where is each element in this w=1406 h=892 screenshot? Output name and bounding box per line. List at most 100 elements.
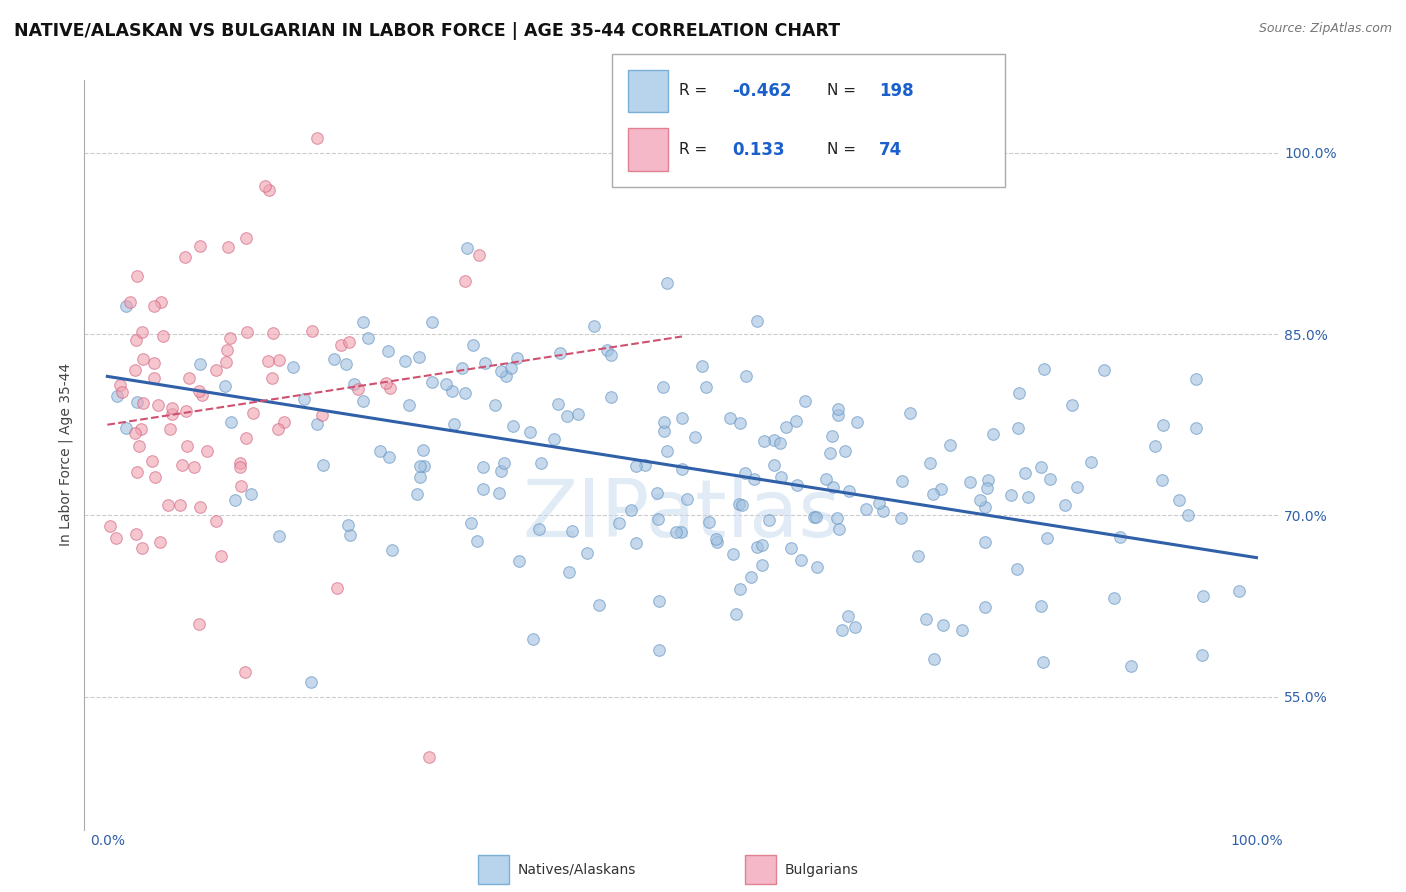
Point	[868, 496, 890, 510]
Point	[111, 384, 134, 399]
Point	[235, 231, 257, 245]
Point	[692, 359, 714, 374]
Point	[420, 315, 443, 329]
Point	[353, 315, 375, 329]
Point	[162, 401, 184, 416]
Point	[406, 487, 429, 501]
Point	[814, 472, 837, 486]
Point	[311, 409, 333, 423]
Point	[127, 269, 149, 284]
Point	[129, 422, 152, 436]
Point	[172, 458, 194, 473]
Point	[648, 642, 671, 657]
Point	[769, 470, 792, 484]
Point	[489, 364, 512, 378]
Point	[557, 566, 579, 580]
Point	[98, 519, 121, 533]
Point	[312, 458, 335, 472]
Text: Natives/Alaskans: Natives/Alaskans	[517, 863, 636, 877]
Point	[855, 502, 877, 516]
Point	[1017, 490, 1039, 504]
Point	[292, 392, 315, 406]
Point	[890, 511, 912, 525]
Point	[907, 549, 929, 564]
Point	[922, 651, 945, 665]
Point	[1014, 467, 1036, 481]
Point	[299, 674, 322, 689]
Point	[217, 240, 239, 254]
Point	[242, 406, 264, 420]
Point	[891, 474, 914, 488]
Point	[506, 351, 529, 365]
Point	[699, 516, 721, 530]
Text: ZIPatlas: ZIPatlas	[523, 475, 841, 554]
Point	[128, 439, 150, 453]
Point	[837, 608, 859, 623]
Point	[821, 429, 844, 443]
Point	[131, 541, 153, 556]
Point	[254, 178, 277, 193]
Point	[484, 398, 506, 412]
Point	[543, 433, 565, 447]
Y-axis label: In Labor Force | Age 35-44: In Labor Force | Age 35-44	[59, 363, 73, 547]
Point	[188, 617, 211, 632]
Point	[235, 431, 257, 445]
Point	[728, 582, 751, 596]
Point	[377, 344, 399, 359]
Point	[115, 299, 138, 313]
Text: N =: N =	[827, 143, 860, 157]
Point	[582, 318, 605, 333]
Point	[343, 376, 366, 391]
Point	[143, 299, 166, 313]
Point	[1029, 599, 1052, 614]
Point	[550, 346, 572, 360]
Point	[620, 503, 643, 517]
Point	[1150, 474, 1173, 488]
Text: Bulgarians: Bulgarians	[785, 863, 859, 877]
Point	[560, 524, 582, 539]
Point	[519, 425, 541, 440]
Point	[790, 553, 813, 567]
Point	[257, 354, 280, 368]
Point	[645, 485, 668, 500]
Text: NATIVE/ALASKAN VS BULGARIAN IN LABOR FORCE | AGE 35-44 CORRELATION CHART: NATIVE/ALASKAN VS BULGARIAN IN LABOR FOR…	[14, 22, 841, 40]
Point	[188, 500, 211, 515]
Point	[440, 384, 463, 398]
Point	[530, 456, 553, 470]
Point	[336, 517, 359, 532]
Point	[831, 623, 853, 637]
Point	[950, 624, 973, 638]
Point	[267, 528, 290, 542]
Point	[381, 543, 404, 558]
Point	[769, 436, 792, 450]
Point	[508, 554, 530, 568]
Point	[221, 415, 243, 429]
Text: 198: 198	[879, 82, 914, 100]
Text: N =: N =	[827, 84, 860, 98]
Point	[607, 516, 630, 530]
Point	[976, 481, 998, 495]
Point	[412, 442, 434, 457]
Point	[932, 618, 955, 632]
Point	[1007, 562, 1029, 576]
Point	[114, 421, 136, 435]
Point	[976, 473, 998, 487]
Point	[461, 338, 484, 352]
Text: R =: R =	[679, 143, 713, 157]
Point	[454, 275, 477, 289]
Point	[648, 594, 671, 608]
Point	[205, 363, 228, 377]
Point	[1227, 583, 1250, 598]
Point	[380, 381, 402, 395]
Point	[828, 522, 851, 536]
Point	[125, 394, 148, 409]
Point	[728, 497, 751, 511]
Point	[352, 394, 374, 409]
Point	[233, 665, 256, 680]
Point	[229, 456, 252, 470]
Point	[488, 486, 510, 500]
Point	[451, 361, 474, 376]
Point	[191, 388, 214, 402]
Point	[1032, 655, 1054, 669]
Point	[408, 470, 430, 484]
